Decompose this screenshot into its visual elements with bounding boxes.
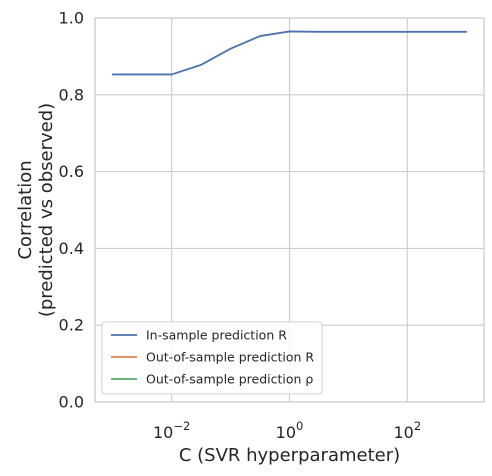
- y-tick-label: 0.0: [59, 393, 84, 412]
- y-tick-label: 0.8: [59, 85, 84, 104]
- y-tick-label: 0.2: [59, 316, 84, 335]
- legend-box: [101, 321, 323, 395]
- y-axis-label: Correlation (predicted vs observed): [15, 103, 57, 317]
- y-tick-label: 0.4: [59, 239, 84, 258]
- legend-label-in-sample-r: In-sample prediction R: [146, 328, 287, 343]
- plot-frame: [94, 17, 485, 403]
- series-layer: [111, 30, 468, 76]
- y-tick-labels: 0.0 0.2 0.4 0.6 0.8 1.0: [59, 9, 84, 412]
- x-tick-labels: 10−2 100 102: [153, 419, 421, 442]
- series-line-0: [111, 30, 468, 76]
- x-tick-label: 100: [276, 419, 304, 442]
- legend-label-out-of-sample-r: Out-of-sample prediction R: [146, 350, 314, 365]
- y-axis-label-line-2: (predicted vs observed): [36, 103, 57, 317]
- legend: In-sample prediction R Out-of-sample pre…: [101, 321, 323, 395]
- x-axis-label: C (SVR hyperparameter): [179, 445, 400, 466]
- y-axis-label-line-1: Correlation: [15, 160, 36, 259]
- y-tick-label: 0.6: [59, 162, 84, 181]
- x-tick-label: 102: [393, 419, 421, 442]
- x-tick-label: 10−2: [153, 419, 190, 442]
- legend-label-out-of-sample-rho: Out-of-sample prediction ρ: [146, 372, 313, 387]
- y-tick-label: 1.0: [59, 9, 84, 28]
